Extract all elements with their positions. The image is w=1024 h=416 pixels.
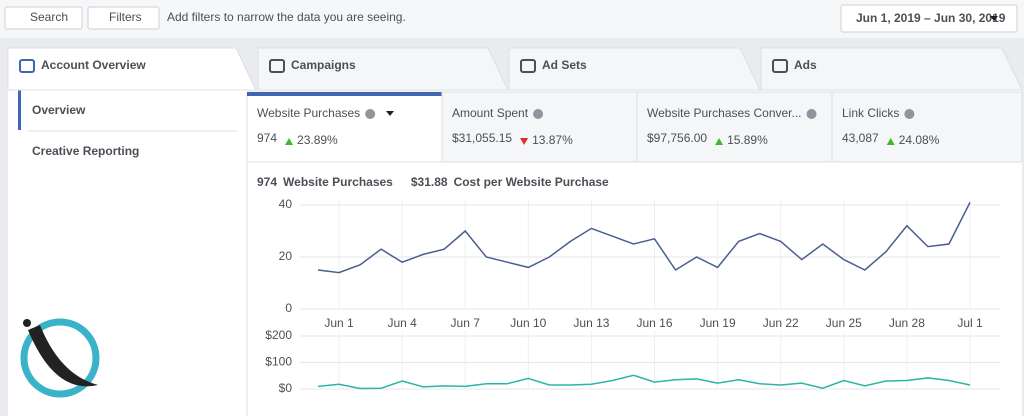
change-arrow [886,138,895,145]
info-icon [806,109,817,119]
tab-label[interactable]: Ads [794,58,817,72]
metric-active-bar [247,92,442,96]
metric-label: Link Clicks [842,106,899,120]
metric-label: Website Purchases [257,106,360,120]
metric-value: 43,087 [842,131,879,145]
search-label[interactable]: Search [30,10,68,24]
y-tick-label: $200 [265,328,292,342]
x-tick-label: Jun 19 [700,316,736,330]
change-arrow [285,138,294,145]
tab[interactable] [257,47,509,91]
x-tick-label: Jun 25 [826,316,862,330]
x-tick-label: Jun 1 [324,316,354,330]
x-tick-label: Jun 4 [387,316,417,330]
metric-value: 974 [257,131,277,145]
tab[interactable] [508,47,761,91]
x-tick-label: Jun 28 [889,316,925,330]
change-arrow [520,138,529,145]
y-tick-label: 20 [279,249,293,263]
data-line [317,374,971,390]
tab-icon [520,59,536,73]
tab[interactable] [7,47,257,91]
dropdown-arrow [990,16,998,21]
metric-card[interactable] [246,91,443,163]
legend-label: Cost per Website Purchase [454,175,609,189]
metric-value: $31,055.15 [452,131,512,145]
info-icon [365,109,376,119]
filters-button[interactable] [87,6,160,30]
metric-change: 24.08% [899,133,940,147]
sidebar-item[interactable]: Overview [32,103,86,117]
filters-label[interactable]: Filters [109,10,142,24]
logo-dot [23,319,31,327]
sidebar-active-bar [18,90,21,130]
x-tick-label: Jun 13 [573,316,609,330]
filter-hint: Add filters to narrow the data you are s… [167,10,406,24]
x-tick-label: Jul 1 [957,316,983,330]
metric-change: 23.89% [297,133,338,147]
y-tick-label: 0 [285,301,292,315]
legend-value: $31.88 [411,175,448,189]
y-tick-label: $0 [279,381,293,395]
x-tick-label: Jun 7 [451,316,481,330]
logo [20,318,100,398]
date-picker[interactable] [840,4,1018,33]
metric-dropdown [386,111,394,116]
metric-change: 15.89% [727,133,768,147]
logo-swoosh [28,325,98,387]
sidebar-item[interactable]: Creative Reporting [32,144,139,158]
x-tick-label: Jun 22 [763,316,799,330]
x-tick-label: Jun 16 [637,316,673,330]
tab-label[interactable]: Ad Sets [542,58,587,72]
legend-label: Website Purchases [283,175,393,189]
metric-label: Amount Spent [452,106,529,120]
metric-value: $97,756.00 [647,131,707,145]
x-tick-label: Jun 10 [510,316,546,330]
tab[interactable] [760,47,1023,91]
tab-icon [19,59,35,73]
metric-card[interactable] [831,91,1023,163]
info-icon [904,109,915,119]
search-button[interactable] [4,6,83,30]
change-arrow [715,138,724,145]
metric-card[interactable] [636,91,833,163]
y-tick-label: $100 [265,355,292,369]
logo-ring [20,318,100,398]
info-icon [533,109,544,119]
metric-label: Website Purchases Conver... [647,106,802,120]
data-line [317,202,971,274]
tab-icon [772,59,788,73]
tab-icon [269,59,285,73]
legend-value: 974 [257,175,277,189]
y-tick-label: 40 [279,197,293,211]
metric-card[interactable] [441,91,638,163]
tab-label[interactable]: Campaigns [291,58,356,72]
tab-label[interactable]: Account Overview [41,58,146,72]
date-range[interactable]: Jun 1, 2019 – Jun 30, 2019 [856,11,1006,25]
metric-change: 13.87% [532,133,573,147]
